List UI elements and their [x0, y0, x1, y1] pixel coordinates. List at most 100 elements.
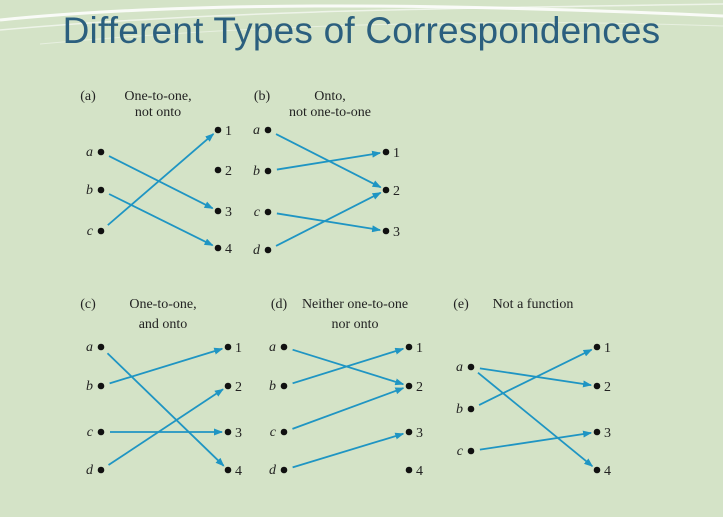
codomain-dot	[593, 343, 601, 351]
mapping-arrow-b-1	[276, 150, 382, 171]
panel-b: (b) Onto,not one-to-one a b c d 1 2 3	[253, 89, 400, 258]
domain-label-b: b	[253, 164, 260, 179]
codomain-dot	[224, 466, 232, 474]
panel-caption-line: One-to-one,	[129, 297, 196, 312]
mapping-arrow-c-3	[479, 430, 593, 451]
codomain-label-3: 3	[225, 205, 232, 220]
codomain-dot	[593, 382, 601, 390]
codomain-label-1: 1	[393, 146, 400, 161]
panel-caption-line: Neither one-to-one	[302, 297, 408, 312]
panel-caption-line: Onto,	[314, 89, 346, 104]
codomain-label-1: 1	[225, 124, 232, 139]
domain-label-a: a	[456, 360, 463, 375]
mapping-arrow-a-4	[106, 352, 225, 467]
mapping-arrow-b-4	[108, 193, 214, 247]
codomain-label-3: 3	[393, 225, 400, 240]
domain-dot	[97, 227, 105, 235]
panel-caption-line: nor onto	[331, 317, 378, 332]
domain-label-c: c	[87, 425, 94, 440]
domain-label-b: b	[86, 379, 93, 394]
mapping-arrow-b-1	[109, 347, 224, 385]
panel-c: (c) One-to-one, and onto a b c d 1 2 3 4	[80, 297, 242, 479]
domain-label-b: b	[86, 183, 93, 198]
codomain-dot	[224, 382, 232, 390]
domain-dot	[280, 466, 288, 474]
domain-dot	[280, 428, 288, 436]
mapping-arrow-b-1	[292, 347, 405, 385]
codomain-label-2: 2	[225, 164, 232, 179]
codomain-dot	[224, 428, 232, 436]
panel-caption-line: One-to-one,	[124, 89, 191, 104]
codomain-label-4: 4	[416, 464, 423, 479]
codomain-dot	[214, 126, 222, 134]
codomain-label-2: 2	[235, 380, 242, 395]
title-swoosh-decoration	[0, 3, 723, 45]
codomain-label-4: 4	[235, 464, 242, 479]
codomain-label-4: 4	[604, 464, 611, 479]
codomain-label-2: 2	[604, 380, 611, 395]
codomain-dot	[405, 428, 413, 436]
codomain-label-4: 4	[225, 242, 232, 257]
domain-label-b: b	[269, 379, 276, 394]
panel-tag: (a)	[80, 89, 96, 104]
domain-dot	[97, 186, 105, 194]
mapping-arrow-a-4	[477, 371, 594, 467]
panel-a: (a) One-to-one,not onto a b c 1 2 3 4	[80, 89, 232, 257]
mapping-arrow-a-3	[108, 155, 214, 210]
domain-dot	[280, 343, 288, 351]
mapping-arrow-d-2	[275, 191, 382, 247]
codomain-label-2: 2	[416, 380, 423, 395]
codomain-dot	[382, 186, 390, 194]
domain-label-c: c	[87, 224, 94, 239]
codomain-dot	[382, 148, 390, 156]
domain-label-c: c	[270, 425, 277, 440]
domain-label-a: a	[269, 340, 276, 355]
codomain-dot	[382, 227, 390, 235]
domain-dot	[97, 148, 105, 156]
domain-dot	[467, 405, 475, 413]
mapping-arrow-c-2	[292, 387, 405, 430]
domain-dot	[280, 382, 288, 390]
panel-caption-line: and onto	[139, 317, 188, 332]
domain-label-d: d	[269, 463, 277, 478]
panel-caption-line: not one-to-one	[289, 105, 371, 120]
codomain-dot	[593, 428, 601, 436]
panel-tag: (c)	[80, 297, 96, 312]
domain-dot	[264, 208, 272, 216]
panel-d: (d) Neither one-to-one nor onto a b c d 1 2 3 4	[269, 297, 423, 479]
panel-tag: (e)	[453, 297, 469, 312]
domain-label-a: a	[253, 123, 260, 138]
codomain-label-3: 3	[235, 426, 242, 441]
domain-label-a: a	[86, 340, 93, 355]
codomain-dot	[593, 466, 601, 474]
domain-dot	[467, 447, 475, 455]
domain-dot	[97, 428, 105, 436]
mapping-arrow-c-1	[107, 133, 215, 226]
mapping-arrow-d-3	[292, 432, 405, 469]
panel-e: (e) Not a function a b c 1 2 3 4	[453, 297, 611, 479]
codomain-dot	[224, 343, 232, 351]
domain-label-c: c	[254, 205, 261, 220]
domain-dot	[97, 466, 105, 474]
domain-dot	[97, 382, 105, 390]
codomain-dot	[405, 343, 413, 351]
codomain-label-1: 1	[604, 341, 611, 356]
codomain-dot	[405, 466, 413, 474]
codomain-label-2: 2	[393, 184, 400, 199]
domain-label-c: c	[457, 444, 464, 459]
panel-caption-line: not onto	[135, 105, 181, 120]
domain-dot	[97, 343, 105, 351]
domain-label-d: d	[253, 243, 261, 258]
codomain-dot	[214, 207, 222, 215]
codomain-label-1: 1	[235, 341, 242, 356]
domain-dot	[467, 363, 475, 371]
codomain-label-3: 3	[604, 426, 611, 441]
codomain-dot	[214, 244, 222, 252]
domain-dot	[264, 246, 272, 254]
codomain-label-3: 3	[416, 426, 423, 441]
domain-label-a: a	[86, 145, 93, 160]
panel-tag: (d)	[271, 297, 288, 312]
panel-tag: (b)	[254, 89, 271, 104]
panel-caption-line: Not a function	[493, 297, 574, 312]
